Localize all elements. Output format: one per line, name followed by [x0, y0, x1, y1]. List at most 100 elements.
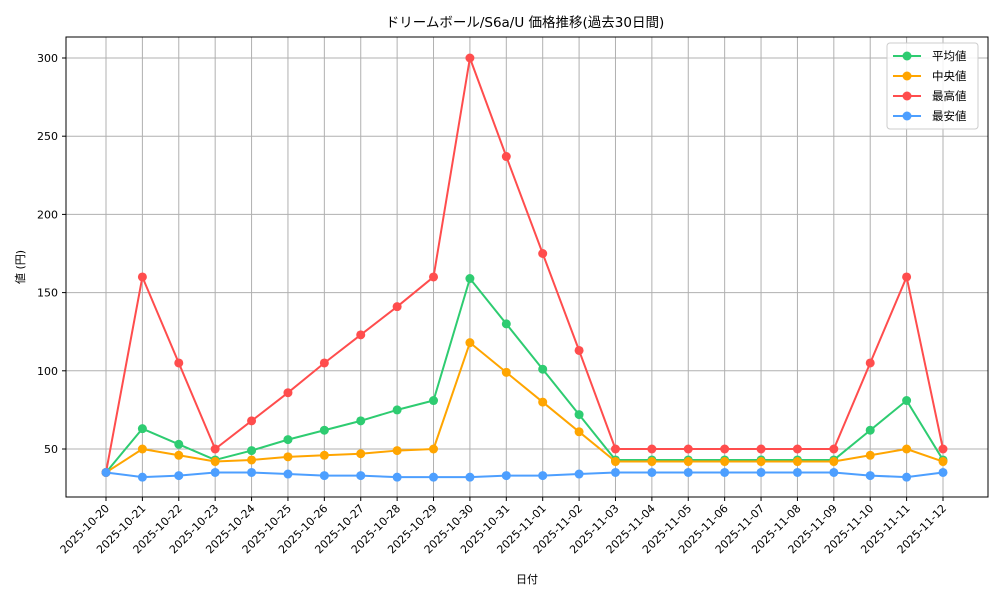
data-point[interactable] [792, 457, 802, 467]
data-point[interactable] [283, 388, 293, 398]
data-point[interactable] [283, 469, 293, 479]
data-point[interactable] [720, 467, 730, 477]
data-point[interactable] [174, 358, 184, 368]
data-point[interactable] [538, 471, 548, 481]
data-point[interactable] [319, 425, 329, 435]
data-point[interactable] [247, 455, 257, 465]
data-point[interactable] [574, 427, 584, 437]
data-point[interactable] [683, 457, 693, 467]
legend-item: 最高値 [893, 89, 967, 103]
data-point[interactable] [356, 471, 366, 481]
data-point[interactable] [720, 444, 730, 454]
legend-item: 平均値 [893, 49, 967, 63]
legend-marker-icon [902, 111, 912, 121]
data-point[interactable] [756, 444, 766, 454]
data-point[interactable] [465, 274, 475, 284]
series-line [105, 277, 944, 474]
data-point[interactable] [429, 272, 439, 282]
data-point[interactable] [174, 439, 184, 449]
data-point[interactable] [538, 364, 548, 374]
data-point[interactable] [720, 457, 730, 467]
data-point[interactable] [938, 444, 948, 454]
legend-label: 最高値 [932, 89, 967, 103]
data-point[interactable] [647, 467, 657, 477]
data-point[interactable] [501, 319, 511, 329]
data-point[interactable] [247, 467, 257, 477]
data-point[interactable] [247, 416, 257, 426]
data-point[interactable] [465, 338, 475, 348]
data-point[interactable] [210, 467, 220, 477]
data-point[interactable] [574, 410, 584, 420]
data-point[interactable] [756, 467, 766, 477]
data-point[interactable] [137, 424, 147, 434]
data-point[interactable] [356, 416, 366, 426]
data-point[interactable] [829, 467, 839, 477]
data-point[interactable] [756, 457, 766, 467]
data-point[interactable] [647, 444, 657, 454]
data-point[interactable] [829, 457, 839, 467]
y-tick-label: 150 [37, 287, 58, 300]
data-point[interactable] [610, 444, 620, 454]
data-point[interactable] [902, 396, 912, 406]
y-tick-label: 200 [37, 208, 58, 221]
y-tick-label: 300 [37, 52, 58, 65]
data-point[interactable] [865, 425, 875, 435]
data-point[interactable] [647, 457, 657, 467]
data-point[interactable] [465, 53, 475, 63]
data-point[interactable] [538, 397, 548, 407]
data-point[interactable] [501, 367, 511, 377]
legend-marker-icon [902, 71, 912, 81]
data-point[interactable] [902, 272, 912, 282]
data-point[interactable] [938, 467, 948, 477]
data-point[interactable] [283, 435, 293, 445]
data-point[interactable] [392, 446, 402, 456]
legend-item: 最安値 [893, 109, 967, 123]
data-point[interactable] [865, 450, 875, 460]
data-point[interactable] [902, 444, 912, 454]
data-point[interactable] [574, 469, 584, 479]
data-point[interactable] [465, 472, 475, 482]
data-point[interactable] [137, 272, 147, 282]
data-point[interactable] [610, 467, 620, 477]
data-point[interactable] [501, 152, 511, 162]
data-point[interactable] [137, 444, 147, 454]
data-point[interactable] [683, 444, 693, 454]
data-point[interactable] [792, 467, 802, 477]
data-point[interactable] [429, 396, 439, 406]
data-point[interactable] [319, 471, 329, 481]
data-point[interactable] [210, 457, 220, 467]
data-point[interactable] [683, 467, 693, 477]
data-point[interactable] [538, 249, 548, 258]
data-point[interactable] [429, 472, 439, 482]
data-point[interactable] [283, 452, 293, 462]
data-point[interactable] [319, 358, 329, 368]
data-point[interactable] [902, 472, 912, 482]
data-point[interactable] [610, 457, 620, 467]
data-point[interactable] [829, 444, 839, 454]
data-point[interactable] [101, 467, 111, 477]
data-point[interactable] [865, 358, 875, 368]
y-tick-label: 250 [37, 130, 58, 143]
y-axis-title: 値 (円) [14, 250, 27, 284]
series-line [105, 341, 944, 474]
plot-frame [65, 36, 989, 498]
data-point[interactable] [174, 450, 184, 460]
data-point[interactable] [392, 302, 402, 312]
data-point[interactable] [174, 471, 184, 481]
data-point[interactable] [210, 444, 220, 454]
data-point[interactable] [792, 444, 802, 454]
data-point[interactable] [319, 450, 329, 460]
data-point[interactable] [247, 446, 257, 456]
data-point[interactable] [938, 457, 948, 467]
data-point[interactable] [392, 405, 402, 415]
data-point[interactable] [356, 330, 366, 340]
data-point[interactable] [392, 472, 402, 482]
data-point[interactable] [429, 444, 439, 454]
data-point[interactable] [137, 472, 147, 482]
data-point[interactable] [356, 449, 366, 459]
legend-box [886, 42, 979, 130]
data-point[interactable] [574, 345, 584, 355]
series-line [105, 471, 944, 479]
data-point[interactable] [501, 471, 511, 481]
data-point[interactable] [865, 471, 875, 481]
